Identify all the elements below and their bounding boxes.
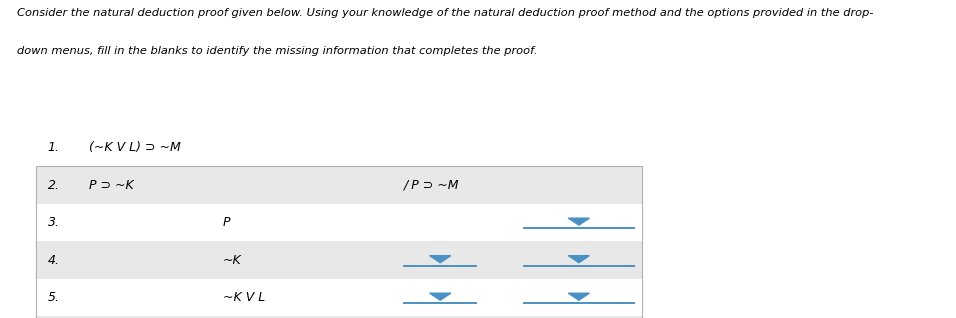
Polygon shape [568,256,589,263]
Polygon shape [429,256,450,263]
Text: 2.: 2. [48,179,60,191]
Text: / P ⊃ ~M: / P ⊃ ~M [404,179,460,191]
Polygon shape [568,293,589,300]
Bar [36,204,642,241]
Text: 5.: 5. [48,291,60,304]
Text: ~K: ~K [223,254,242,266]
Text: ~K V L: ~K V L [223,291,265,304]
Bar [36,241,642,279]
Bar [36,316,642,318]
Text: P: P [223,216,230,229]
Text: down menus, fill in the blanks to identify the missing information that complete: down menus, fill in the blanks to identi… [17,46,537,56]
Text: Consider the natural deduction proof given below. Using your knowledge of the na: Consider the natural deduction proof giv… [17,8,874,18]
Text: (~K V L) ⊃ ~M: (~K V L) ⊃ ~M [89,141,181,154]
Bar [36,166,642,204]
Polygon shape [429,293,450,300]
Text: 3.: 3. [48,216,60,229]
Text: 4.: 4. [48,254,60,266]
Polygon shape [568,218,589,225]
Bar [36,279,642,316]
Text: 1.: 1. [48,141,60,154]
Text: P ⊃ ~K: P ⊃ ~K [89,179,134,191]
Bar [36,166,642,318]
